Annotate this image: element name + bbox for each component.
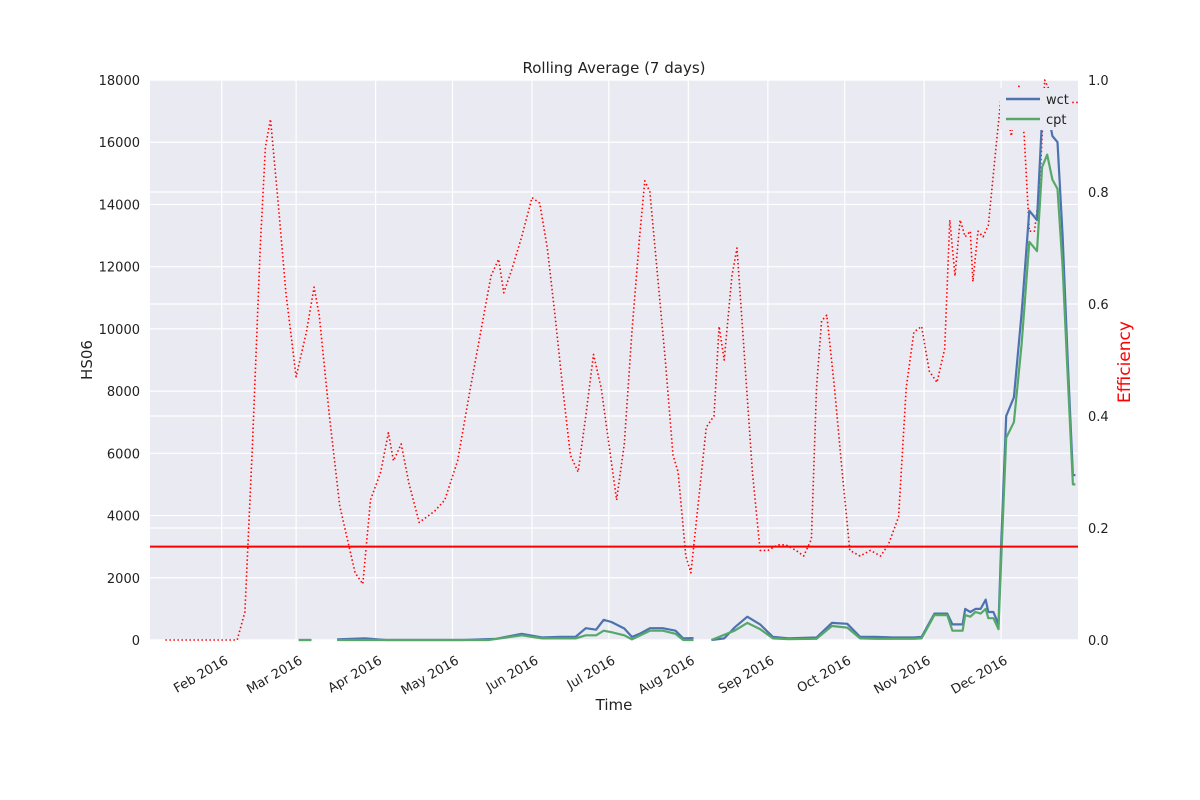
legend-label-wct: wct [1046,93,1069,108]
legend: wct cpt [1000,88,1072,130]
y2-axis-label: Efficiency [1115,321,1135,403]
plot-background [150,80,1078,640]
x-tick-label-7: Sep 2016 [716,653,777,697]
y-tick-label-8: 16000 [99,136,140,151]
y2-tick-labels: 0.0 0.2 0.4 0.6 0.8 1.0 [1088,74,1109,649]
x-tick-label-2: Apr 2016 [326,653,385,696]
series-efficiency-line-0 [165,79,1078,641]
series-cpt-line-1 [337,629,694,642]
y-tick-labels: 0 2000 4000 6000 8000 10000 12000 14000 16000 180… [99,74,140,649]
legend-box [1000,88,1072,130]
x-tick-label-4: Jun 2016 [483,653,541,695]
y-tick-label-6: 12000 [99,261,140,276]
y-tick-label-7: 14000 [99,198,140,213]
x-tick-label-6: Aug 2016 [636,653,698,697]
x-tick-label-8: Oct 2016 [795,653,854,696]
x-tick-label-1: Mar 2016 [244,653,305,697]
x-tick-label-10: Dec 2016 [949,653,1011,697]
x-tick-label-0: Feb 2016 [171,653,231,696]
y-tick-label-9: 18000 [99,74,140,89]
y-tick-label-2: 4000 [107,510,140,525]
x-tick-labels: Feb 2016 Mar 2016 Apr 2016 May 2016 Jun 2016… [171,653,1010,698]
y2-tick-label-0: 0.0 [1088,634,1109,649]
x-axis-label: Time [595,696,633,714]
y-tick-label-0: 0 [132,634,140,649]
y-tick-label-5: 10000 [99,323,140,338]
y-tick-label-3: 6000 [107,447,140,462]
y2-tick-label-4: 0.8 [1088,186,1109,201]
legend-label-cpt: cpt [1046,113,1067,128]
x-tick-label-9: Nov 2016 [872,653,934,697]
x-tick-label-5: Jul 2016 [564,653,618,693]
x-tick-label-3: May 2016 [399,653,462,698]
y2-tick-label-5: 1.0 [1088,74,1109,89]
y2-tick-label-3: 0.6 [1088,298,1109,313]
y2-tick-label-2: 0.4 [1088,410,1109,425]
chart-title: Rolling Average (7 days) [522,59,705,77]
y2-tick-label-1: 0.2 [1088,522,1109,537]
y-tick-label-4: 8000 [107,385,140,400]
y-tick-label-1: 2000 [107,572,140,587]
series-cpt-line-2 [710,153,1076,642]
y-axis-label: HS06 [78,340,96,380]
